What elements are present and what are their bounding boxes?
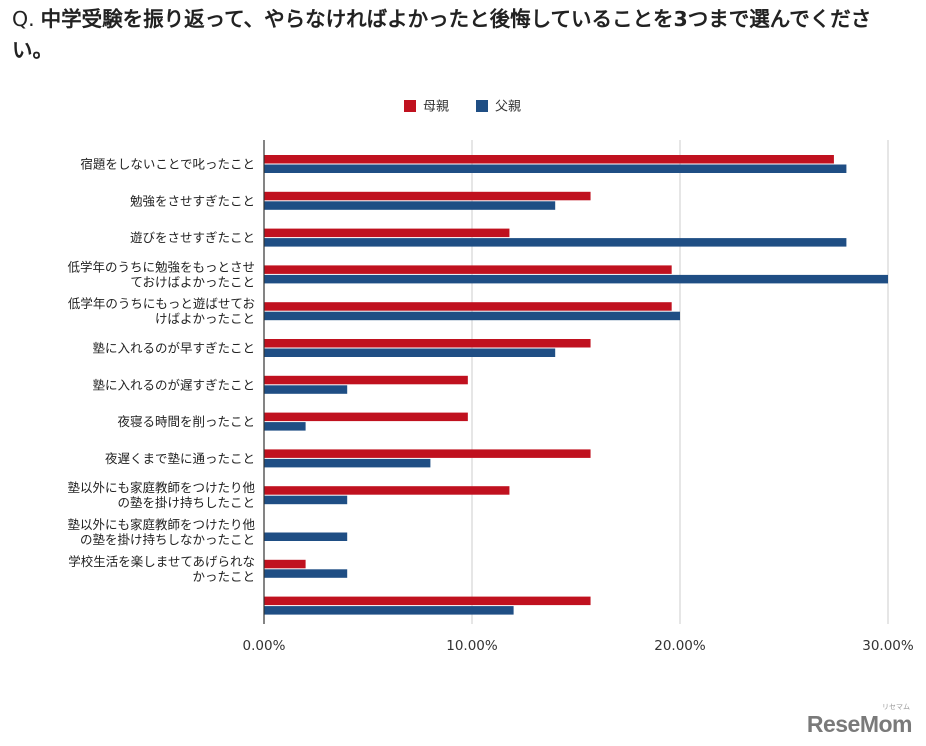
question-title: Q. 中学受験を振り返って、やらなければよかったと後悔していることを3つまで選んで… bbox=[12, 4, 912, 66]
bar-father bbox=[264, 164, 847, 173]
legend-label: 父親 bbox=[495, 100, 521, 115]
category-label: 塾以外にも家庭教師をつけたり他 bbox=[67, 517, 255, 532]
category-label: の塾を掛け持ちしなかったこと bbox=[80, 532, 255, 547]
legend-label: 母親 bbox=[423, 100, 449, 115]
bar-father bbox=[264, 422, 306, 431]
bar-mother bbox=[264, 559, 306, 569]
category-label: 遊びをさせすぎたこと bbox=[130, 230, 255, 245]
category-label: 夜遅くまで塾に通ったこと bbox=[105, 451, 255, 466]
logo-ruby: リセマム bbox=[882, 704, 910, 711]
legend-swatch bbox=[404, 100, 416, 112]
bar-father bbox=[264, 348, 556, 357]
bar-father bbox=[264, 311, 680, 321]
x-tick-label: 20.00% bbox=[654, 638, 706, 654]
bar-mother bbox=[264, 375, 468, 385]
question-prefix: Q. bbox=[12, 7, 35, 31]
category-label: 低学年のうちにもっと遊ばせてお bbox=[68, 296, 255, 311]
bar-mother bbox=[264, 191, 591, 201]
bar-mother bbox=[264, 302, 672, 311]
bar-mother bbox=[264, 596, 591, 606]
bar-mother bbox=[264, 155, 834, 164]
x-tick-label: 30.00% bbox=[862, 638, 914, 654]
bar-mother bbox=[264, 265, 672, 274]
category-label: 低学年のうちに勉強をもっとさせ bbox=[67, 259, 255, 274]
bar-father bbox=[264, 569, 348, 578]
bar-father bbox=[264, 458, 431, 468]
category-label: かったこと bbox=[192, 569, 255, 584]
category-label: 夜寝る時間を削ったこと bbox=[117, 414, 255, 429]
category-label: 塾以外にも家庭教師をつけたり他 bbox=[67, 480, 255, 495]
category-label: ておけばよかったこと bbox=[130, 274, 255, 289]
category-label: 塾に入れるのが早すぎたこと bbox=[92, 341, 255, 356]
question-text: 中学受験を振り返って、やらなければよかったと後悔していることを3つまで選んでくだ… bbox=[12, 7, 872, 62]
bar-father bbox=[264, 201, 556, 210]
bar-father bbox=[264, 606, 514, 615]
bar-mother bbox=[264, 486, 510, 495]
bar-mother bbox=[264, 228, 510, 238]
category-label: 塾に入れるのが遅すぎたこと bbox=[92, 377, 255, 392]
category-label: けばよかったこと bbox=[155, 311, 255, 326]
bar-chart: 0.00% 10.00% 20.00% 30.00% 母親 父親宿題をしないことで叱ったこ… bbox=[67, 100, 914, 655]
logo-text: ReseMom bbox=[806, 711, 913, 737]
bar-father bbox=[264, 495, 348, 505]
category-label: 勉強をさせすぎたこと bbox=[130, 193, 255, 208]
bar-father bbox=[264, 532, 348, 541]
legend-swatch bbox=[476, 100, 488, 112]
x-tick-label: 0.00% bbox=[243, 638, 286, 654]
category-label: の塾を掛け持ちしたこと bbox=[117, 495, 255, 510]
bar-mother bbox=[264, 412, 468, 422]
resemom-logo: リセマム ReseMom bbox=[806, 704, 913, 738]
bar-mother bbox=[264, 449, 591, 458]
bar-father bbox=[264, 274, 888, 284]
category-label: 宿題をしないことで叱ったこと bbox=[80, 157, 255, 172]
bar-father bbox=[264, 238, 847, 247]
x-tick-label: 10.00% bbox=[446, 638, 498, 654]
bar-mother bbox=[264, 339, 591, 348]
category-label: 学校生活を楽しませてあげられな bbox=[68, 554, 255, 569]
bar-father bbox=[264, 385, 348, 394]
